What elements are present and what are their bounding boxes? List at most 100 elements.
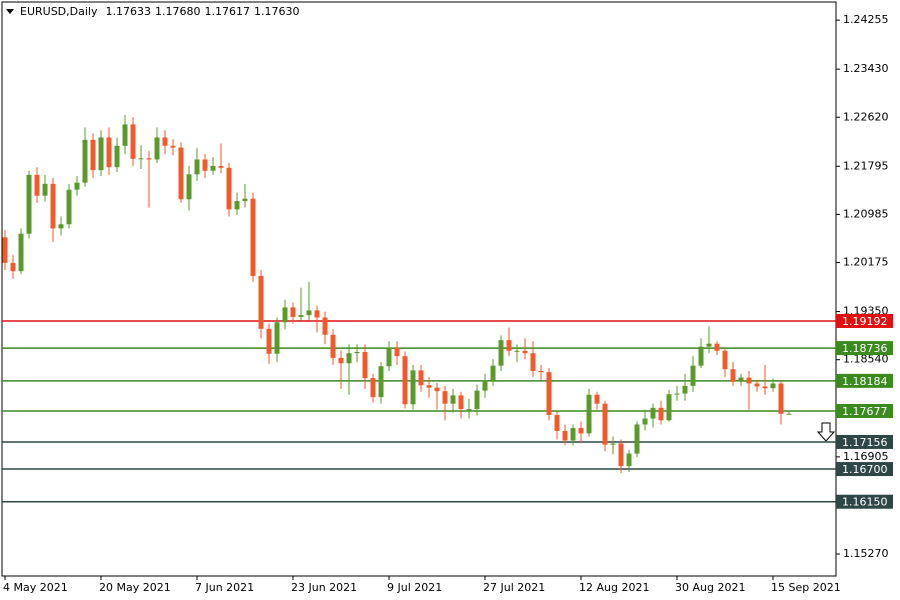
candle-body	[362, 351, 368, 379]
candle-body	[466, 409, 472, 411]
candle-body	[418, 370, 424, 386]
candle	[210, 157, 216, 175]
candle	[314, 305, 320, 333]
candle-body	[530, 353, 536, 371]
candle	[362, 344, 368, 389]
candle	[234, 192, 240, 215]
x-tick-label: 7 Jun 2021	[195, 581, 254, 594]
candle	[474, 384, 480, 416]
candle	[770, 378, 776, 392]
candle	[426, 376, 432, 398]
candle	[650, 403, 656, 428]
candle	[418, 365, 424, 392]
candle	[322, 311, 328, 345]
candle	[434, 382, 440, 410]
candle-body	[234, 201, 240, 210]
y-tick-label: 1.20985	[843, 207, 889, 220]
candle	[482, 373, 488, 398]
candle-body	[370, 378, 376, 398]
candle-body	[226, 167, 232, 210]
candle	[370, 373, 376, 403]
candle-body	[634, 424, 640, 454]
candle	[658, 400, 664, 425]
candle	[442, 385, 448, 421]
candle	[298, 287, 304, 321]
candle-body	[498, 340, 504, 366]
candle	[58, 216, 64, 236]
candle	[194, 148, 200, 181]
candle	[466, 398, 472, 419]
candle-body	[378, 366, 384, 398]
candle	[346, 344, 352, 395]
y-tick-label: 1.16905	[843, 450, 889, 463]
candle-body	[778, 383, 784, 414]
candle	[146, 151, 152, 208]
candle	[330, 329, 336, 366]
candle-body	[82, 139, 88, 183]
menu-triangle[interactable]	[6, 9, 14, 14]
candle-body	[754, 383, 760, 387]
candle	[706, 326, 712, 354]
candle	[538, 365, 544, 380]
candle-body	[322, 317, 328, 335]
candle-body	[674, 393, 680, 395]
high-price: 1.17680	[155, 5, 201, 18]
candle-body	[74, 182, 80, 190]
level-label-box	[836, 403, 893, 418]
candle-body	[90, 139, 96, 171]
x-tick-label: 4 May 2021	[3, 581, 68, 594]
candle-body	[730, 369, 736, 382]
candle	[378, 362, 384, 404]
candle-body	[682, 385, 688, 394]
candle-body	[618, 443, 624, 467]
level-label-box	[836, 313, 893, 328]
candle-body	[482, 380, 488, 391]
y-tick-label: 1.15270	[843, 547, 889, 560]
candle-body	[570, 428, 576, 441]
candle	[690, 356, 696, 392]
candle-body	[26, 174, 32, 234]
level-label-box	[836, 494, 893, 509]
candle-body	[338, 357, 344, 364]
candle	[578, 421, 584, 443]
candle-body	[602, 403, 608, 445]
candle-body	[594, 394, 600, 404]
candle	[786, 410, 792, 415]
candle-body	[610, 443, 616, 445]
candle-body	[386, 347, 392, 367]
candle-body	[114, 145, 120, 168]
level-label: 1.17677	[842, 405, 888, 418]
candle	[522, 338, 528, 360]
candle	[402, 351, 408, 409]
candle-body	[522, 350, 528, 354]
candle-body	[138, 158, 144, 160]
y-tick-label: 1.20175	[843, 256, 889, 269]
candle	[386, 341, 392, 371]
plot-frame	[1, 1, 837, 577]
candle	[626, 450, 632, 473]
candle	[274, 317, 280, 363]
level-label: 1.18184	[842, 375, 888, 388]
candle-body	[2, 237, 8, 263]
candle	[282, 299, 288, 330]
candle	[354, 344, 360, 363]
candle	[114, 137, 120, 172]
level-label-box	[836, 341, 893, 356]
candle	[122, 114, 128, 155]
candle-body	[514, 350, 520, 352]
candle-body	[506, 340, 512, 351]
header: EURUSD,Daily 1.17633 1.17680 1.17617 1.17630	[20, 5, 299, 18]
candle	[258, 269, 264, 339]
candle-body	[250, 198, 256, 276]
candle-body	[314, 310, 320, 318]
candle	[98, 130, 104, 177]
candle-body	[450, 395, 456, 404]
candle	[18, 228, 24, 275]
x-tick-label: 30 Aug 2021	[675, 581, 745, 594]
candle	[202, 154, 208, 178]
level-label: 1.19192	[842, 315, 888, 328]
candle-body	[18, 233, 24, 272]
candle-body	[706, 343, 712, 347]
candle	[410, 365, 416, 410]
candle	[290, 302, 296, 324]
